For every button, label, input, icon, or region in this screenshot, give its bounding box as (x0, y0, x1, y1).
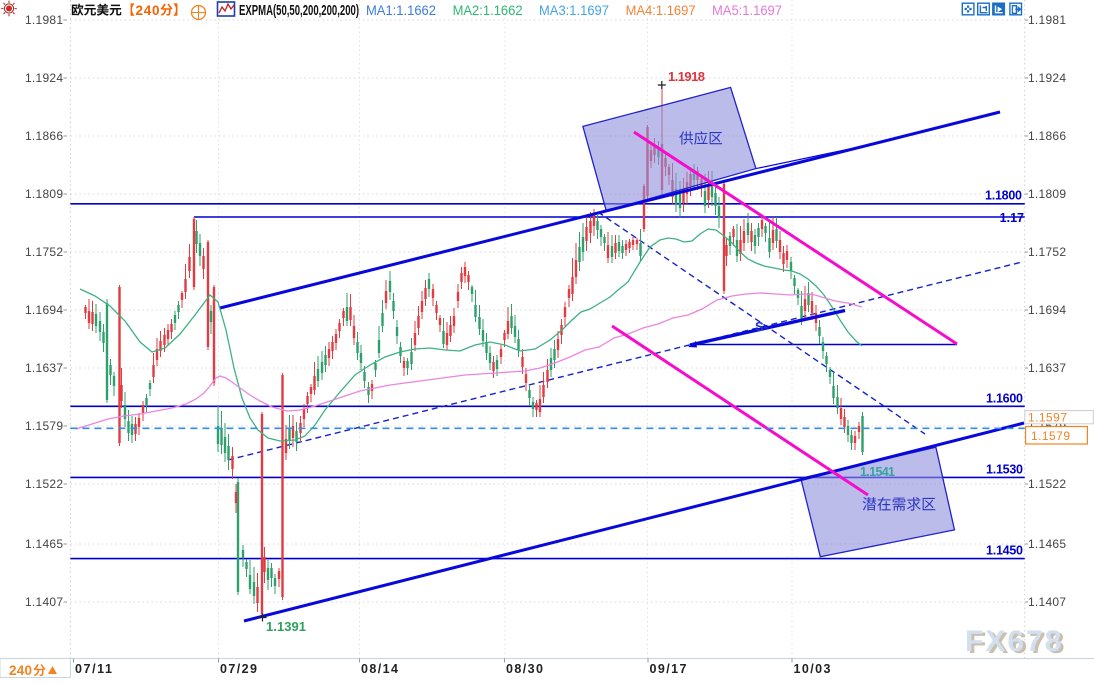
svg-text:1.1866: 1.1866 (1028, 129, 1066, 143)
svg-text:1.1407: 1.1407 (25, 595, 63, 609)
svg-text:1.1391: 1.1391 (266, 619, 306, 634)
svg-text:1.1465: 1.1465 (25, 537, 63, 551)
svg-text:1.1522: 1.1522 (25, 477, 63, 491)
svg-text:10/03: 10/03 (794, 662, 831, 676)
svg-text:FX678: FX678 (965, 625, 1063, 658)
svg-text:09/17: 09/17 (650, 662, 687, 676)
svg-text:1.1924: 1.1924 (25, 71, 63, 85)
svg-text:1.1981: 1.1981 (25, 13, 63, 27)
svg-text:1.1637: 1.1637 (1028, 361, 1066, 375)
svg-text:07/29: 07/29 (220, 662, 257, 676)
svg-text:MA5:1.1697: MA5:1.1697 (712, 3, 782, 18)
svg-text:1.1752: 1.1752 (1028, 245, 1066, 259)
svg-text:1.1752: 1.1752 (25, 245, 63, 259)
svg-text:MA2:1.1662: MA2:1.1662 (453, 3, 523, 18)
svg-text:MA1:1.1662: MA1:1.1662 (366, 3, 436, 18)
svg-text:1.1924: 1.1924 (1028, 71, 1066, 85)
svg-text:240: 240 (136, 3, 160, 18)
svg-text:1.1600: 1.1600 (986, 392, 1023, 406)
svg-text:1.1597: 1.1597 (1028, 411, 1067, 425)
svg-text:FX678: FX678 (968, 627, 1066, 660)
svg-text:1.1694: 1.1694 (1028, 303, 1066, 317)
svg-text:1.1450: 1.1450 (986, 544, 1023, 558)
svg-text:240: 240 (9, 663, 32, 678)
svg-text:1.1981: 1.1981 (1028, 13, 1066, 27)
svg-text:1.1800: 1.1800 (985, 189, 1022, 203)
svg-text:1.17: 1.17 (1000, 211, 1024, 225)
svg-text:1.1530: 1.1530 (986, 463, 1023, 477)
svg-text:1.1407: 1.1407 (1028, 595, 1066, 609)
svg-text:1.1579: 1.1579 (25, 419, 63, 433)
svg-text:MA3:1.1697: MA3:1.1697 (539, 3, 609, 18)
svg-text:1.1918: 1.1918 (668, 69, 705, 84)
svg-text:S-: S- (755, 319, 768, 334)
svg-text:1.1809: 1.1809 (1028, 187, 1066, 201)
svg-text:1.1809: 1.1809 (25, 187, 63, 201)
svg-text:08/30: 08/30 (506, 662, 543, 676)
svg-text:1.1637: 1.1637 (25, 361, 63, 375)
svg-text:1.1866: 1.1866 (25, 129, 63, 143)
svg-text:1.1541: 1.1541 (860, 465, 895, 479)
svg-text:07/11: 07/11 (75, 662, 112, 676)
svg-text:1.1694: 1.1694 (25, 303, 63, 317)
svg-text:1.1522: 1.1522 (1028, 477, 1066, 491)
svg-text:EXPMA(50,50,200,200,200): EXPMA(50,50,200,200,200) (239, 3, 359, 19)
svg-text:1.1579: 1.1579 (1031, 429, 1070, 443)
svg-text:08/14: 08/14 (361, 662, 398, 676)
svg-text:1.1465: 1.1465 (1028, 537, 1066, 551)
svg-text:MA4:1.1697: MA4:1.1697 (626, 3, 696, 18)
